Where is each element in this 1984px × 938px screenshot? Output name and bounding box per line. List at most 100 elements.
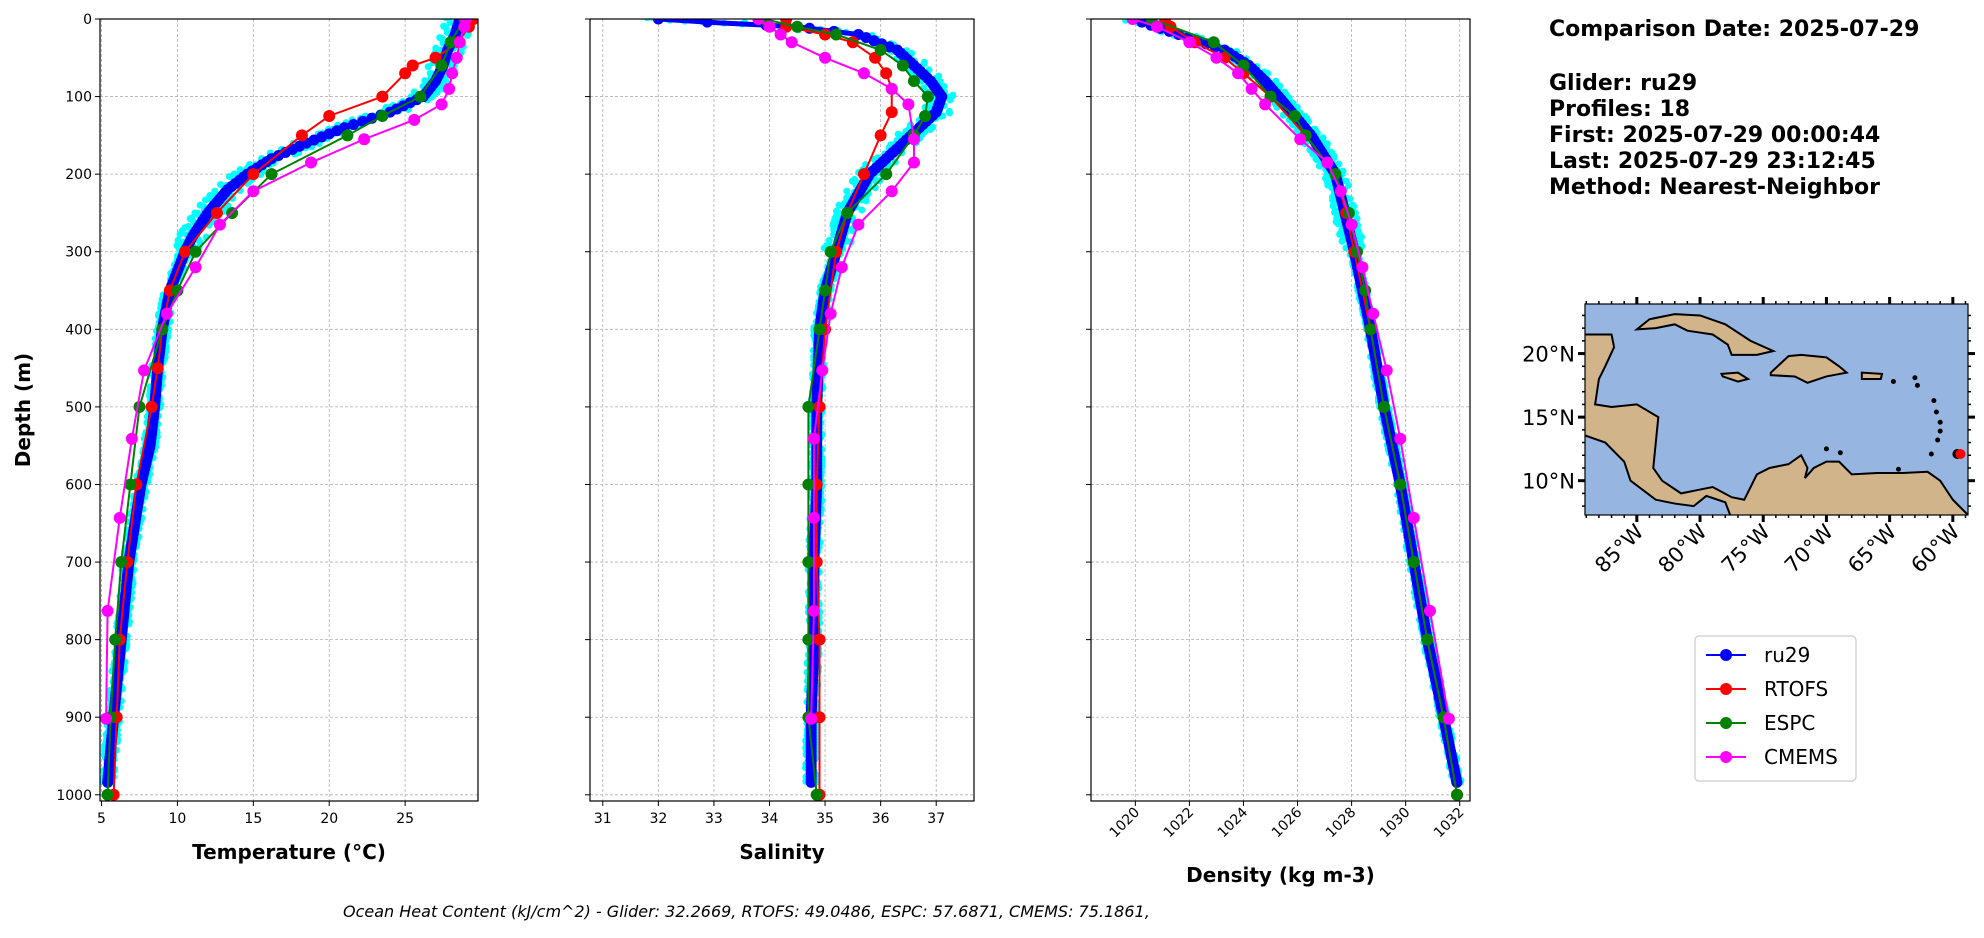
last-time: Last: 2025-07-29 23:12:45: [1549, 149, 1876, 174]
y-tick-label: 0: [83, 12, 92, 28]
legend-item-cmems: CMEMS: [1706, 745, 1838, 769]
profile-point: [946, 109, 954, 117]
data-point: [763, 20, 776, 33]
data-point: [1259, 98, 1272, 111]
data-point: [652, 19, 664, 25]
method: Method: Nearest-Neighbor: [1549, 175, 1880, 200]
data-point: [1378, 400, 1391, 413]
island: [1935, 437, 1941, 443]
data-point: [841, 206, 854, 219]
data-point: [1288, 109, 1301, 122]
data-point: [1421, 633, 1434, 646]
legend-label: RTOFS: [1764, 677, 1828, 701]
data-point: [885, 185, 898, 198]
data-point: [115, 556, 128, 569]
data-point: [1150, 20, 1163, 33]
data-point: [1423, 604, 1436, 617]
series-rtofs: [107, 19, 478, 801]
data-point: [160, 307, 173, 320]
data-point: [323, 109, 336, 122]
data-point: [921, 90, 934, 103]
data-point: [357, 115, 369, 127]
profile-point: [463, 31, 471, 39]
data-point: [819, 28, 832, 41]
data-point: [874, 129, 887, 142]
y-tick-label: 200: [65, 167, 92, 183]
data-point: [701, 19, 713, 28]
y-tick-label: 900: [65, 710, 92, 726]
profile-point: [446, 19, 454, 27]
data-point: [210, 206, 223, 219]
legend-marker: [1720, 751, 1732, 763]
map-lon-label: 60°W: [1906, 519, 1964, 577]
x-tick-label: 35: [816, 811, 834, 827]
profile-point: [1313, 156, 1321, 164]
axes-frame: [589, 18, 975, 802]
profile-point: [196, 238, 204, 246]
x-tick-label: 33: [705, 811, 723, 827]
x-tick-label: 32: [649, 811, 667, 827]
data-point: [295, 129, 308, 142]
data-point: [835, 261, 848, 274]
island: [1837, 450, 1843, 456]
data-point: [1207, 36, 1220, 49]
map-lon-label: 70°W: [1780, 519, 1838, 577]
data-point: [101, 788, 114, 801]
data-point: [1210, 51, 1223, 64]
data-point: [125, 432, 138, 445]
map-lon-label: 75°W: [1717, 519, 1775, 577]
x-tick-label: 1028: [1323, 805, 1360, 842]
x-tick-label: 25: [396, 811, 414, 827]
data-point: [807, 604, 820, 617]
data-point: [247, 168, 260, 181]
data-point: [830, 28, 843, 41]
data-point: [819, 51, 832, 64]
y-tick-label: 500: [65, 400, 92, 416]
island: [1912, 375, 1918, 381]
x-tick-label: 31: [594, 811, 612, 827]
data-point: [376, 90, 389, 103]
data-point: [101, 604, 114, 617]
profile-point: [946, 96, 954, 104]
panel-salinity: 31 32 33 34 35 36 37 Salinity: [585, 18, 975, 864]
profile-point: [1339, 236, 1347, 244]
data-point: [1126, 19, 1139, 25]
data-point: [247, 185, 260, 198]
data-point: [902, 98, 915, 111]
comparison-date: Comparison Date: 2025-07-29: [1549, 17, 1919, 42]
data-point: [1367, 307, 1380, 320]
data-point: [896, 59, 909, 72]
data-point: [151, 362, 164, 375]
profile-point: [424, 63, 432, 71]
data-point: [824, 245, 837, 258]
x-tick-label: 36: [872, 811, 890, 827]
profile-point: [201, 196, 209, 204]
land-mainland: [1585, 333, 1968, 515]
panel-density: 1020 1022 1024 1026 1028 1030 1032 Density (kg …: [1086, 18, 1471, 887]
data-point: [443, 82, 456, 95]
map-lat-label: 20°N: [1522, 343, 1575, 367]
legend-marker: [1720, 683, 1732, 695]
data-point: [1407, 511, 1420, 524]
data-point: [857, 168, 870, 181]
data-point: [265, 168, 278, 181]
data-point: [819, 284, 832, 297]
data-point: [213, 218, 226, 231]
map-body: [1585, 304, 1968, 515]
series-ru29: [102, 19, 466, 788]
island: [1928, 451, 1934, 457]
data-point: [802, 478, 815, 491]
profile-point: [835, 201, 843, 209]
data-point: [358, 133, 371, 146]
data-point: [774, 28, 787, 41]
data-point: [446, 67, 459, 80]
legend-item-rtofs: RTOFS: [1706, 677, 1828, 701]
data-point: [805, 776, 817, 788]
data-point: [880, 168, 893, 181]
profile-point: [1334, 220, 1342, 228]
data-point: [179, 245, 192, 258]
data-point: [376, 109, 389, 122]
profile-point: [843, 187, 851, 195]
data-point: [805, 712, 818, 725]
